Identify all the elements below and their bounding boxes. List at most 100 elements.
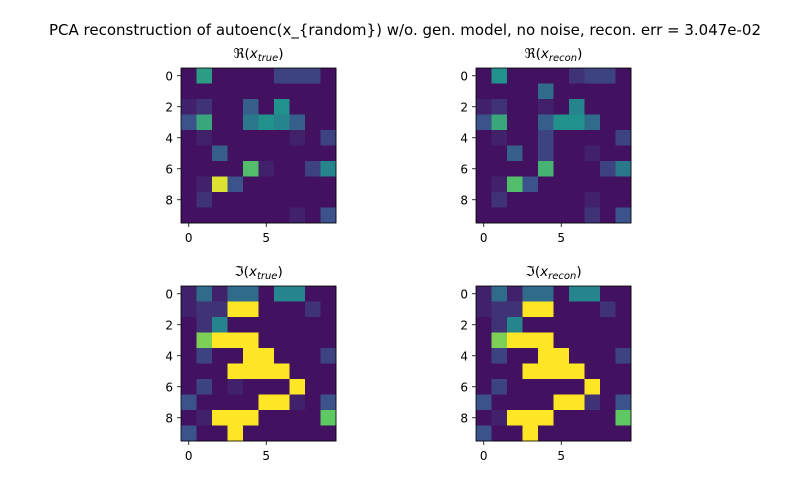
y-tick-label: 2 — [460, 318, 468, 332]
heatmap-cell — [305, 286, 321, 302]
heatmap-cell — [615, 130, 632, 146]
heatmap-cell — [476, 348, 492, 364]
heatmap-cell — [507, 379, 523, 395]
heatmap-panel-bottom-left: ℑ(xtrue) 0 2 4 6 8 0 5 — [165, 264, 337, 463]
heatmap-cell — [584, 192, 601, 208]
heatmap-cell — [258, 379, 275, 395]
heatmap-cell — [196, 410, 213, 426]
heatmap-cell — [507, 145, 523, 162]
heatmap-cell — [289, 145, 306, 162]
heatmap-cell — [227, 161, 244, 177]
heatmap-cell — [491, 68, 508, 84]
y-tick-label: 6 — [165, 162, 173, 176]
x-tick-label: 0 — [480, 231, 488, 245]
heatmap-cell — [522, 192, 539, 208]
heatmap-cell — [491, 394, 508, 411]
heatmap-cell — [476, 425, 492, 442]
heatmap-cell — [569, 176, 585, 193]
heatmap-cell — [615, 425, 632, 442]
panel-title-close: ) — [277, 264, 282, 280]
heatmap-cell — [491, 410, 508, 426]
y-tick-label: 0 — [460, 287, 468, 301]
heatmap-cell — [274, 161, 290, 177]
heatmap-cell — [615, 192, 632, 208]
heatmap-cell — [258, 192, 275, 208]
heatmap-cell — [600, 332, 616, 349]
heatmap-cell — [538, 286, 554, 302]
heatmap-cell — [212, 83, 228, 100]
heatmap-cell — [289, 99, 306, 115]
heatmap-cell — [507, 425, 523, 442]
heatmap-cell — [196, 317, 213, 333]
heatmap-cell — [212, 207, 228, 224]
heatmap-cell — [305, 130, 321, 146]
panel-title: ℑ(xtrue) — [234, 264, 283, 282]
heatmap-cell — [584, 348, 601, 364]
heatmap-cell — [243, 410, 259, 426]
heatmap-cell — [289, 348, 306, 364]
axes-frame — [180, 285, 337, 442]
heatmap-cell — [584, 83, 601, 100]
y-tick-label: 4 — [165, 131, 173, 145]
panel-title-sub: true — [257, 271, 278, 282]
heatmap-cell — [538, 348, 554, 364]
heatmap-cell — [181, 83, 197, 100]
heatmap-cell — [522, 332, 539, 349]
heatmap-cell — [289, 68, 306, 84]
heatmap-cell — [181, 207, 197, 224]
heatmap-cell — [584, 161, 601, 177]
y-tick-label: 8 — [165, 193, 173, 207]
heatmap-cell — [243, 192, 259, 208]
heatmap-cell — [212, 130, 228, 146]
heatmap-cell — [181, 176, 197, 193]
heatmap-cell — [476, 161, 492, 177]
heatmap-cell — [227, 425, 244, 442]
heatmap-cell — [212, 363, 228, 380]
heatmap-cell — [538, 145, 554, 162]
heatmap-cell — [227, 363, 244, 380]
heatmap-cell — [258, 301, 275, 318]
heatmap-cell — [212, 68, 228, 84]
heatmap-cell — [196, 130, 213, 146]
heatmap-cell — [600, 83, 616, 100]
heatmap-cell — [305, 394, 321, 411]
heatmap-cell — [569, 332, 585, 349]
heatmap-cell — [491, 176, 508, 193]
heatmap-cell — [584, 286, 601, 302]
heatmap-cell — [227, 130, 244, 146]
heatmap-cell — [196, 83, 213, 100]
heatmap-cell — [196, 207, 213, 224]
heatmap-cell — [615, 161, 632, 177]
heatmap-cell — [491, 161, 508, 177]
heatmap-cell — [569, 130, 585, 146]
heatmap-cell — [196, 301, 213, 318]
heatmap-cell — [196, 99, 213, 115]
heatmap-cell — [196, 176, 213, 193]
heatmap-cell — [212, 286, 228, 302]
heatmap-cell — [305, 68, 321, 84]
axes-frame — [475, 67, 632, 224]
heatmap-cell — [507, 161, 523, 177]
heatmap-cell — [615, 394, 632, 411]
heatmap-cell — [615, 99, 632, 115]
heatmap-cell — [491, 286, 508, 302]
heatmap-cell — [569, 425, 585, 442]
heatmap-cell — [569, 379, 585, 395]
heatmap-cell — [522, 114, 539, 131]
heatmap-cell — [181, 363, 197, 380]
heatmap-cell — [491, 114, 508, 131]
heatmap-cell — [600, 161, 616, 177]
heatmap-cell — [476, 68, 492, 84]
heatmap-cell — [507, 99, 523, 115]
heatmap-cell — [569, 363, 585, 380]
heatmap-cell — [289, 192, 306, 208]
heatmap-cell — [476, 192, 492, 208]
y-tick-label: 6 — [460, 380, 468, 394]
heatmap-cell — [258, 286, 275, 302]
panel-title-main: ℜ( — [525, 46, 541, 62]
panel-title: ℜ(xtrue) — [233, 46, 283, 64]
heatmap-cell — [320, 410, 337, 426]
heatmap-cell — [274, 286, 290, 302]
heatmap-cell — [491, 83, 508, 100]
heatmap-cell — [227, 176, 244, 193]
